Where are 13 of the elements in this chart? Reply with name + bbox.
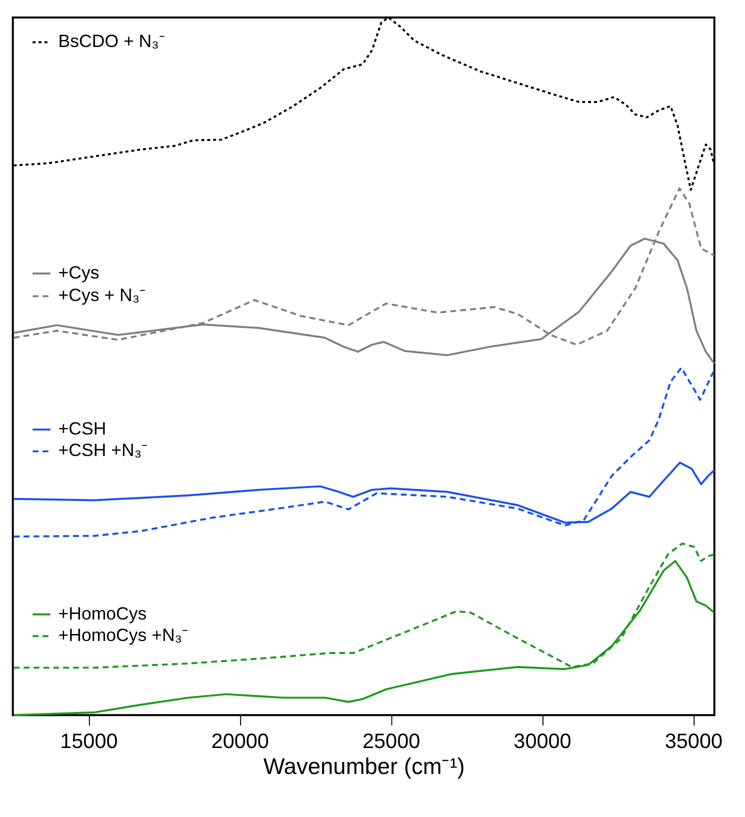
- x-tick-label: 20000: [211, 730, 269, 754]
- x-tick-label: 30000: [514, 730, 572, 754]
- x-tick-label: 25000: [362, 730, 420, 754]
- legend-label: BsCDO + N₃⁻: [58, 31, 165, 52]
- x-tick-label: 15000: [60, 730, 118, 754]
- x-tick-label: 35000: [664, 730, 723, 754]
- legend-label: +HomoCys: [58, 603, 147, 624]
- legend-label: +CSH +N₃⁻: [58, 440, 148, 460]
- x-axis-title: Wavenumber (cm⁻¹): [263, 752, 465, 779]
- legend-label: +HomoCys +N₃⁻: [58, 625, 188, 646]
- legend-label: +CSH: [58, 418, 106, 439]
- legend-label: +Cys + N₃⁻: [58, 285, 146, 306]
- legend-label: +Cys: [58, 262, 100, 282]
